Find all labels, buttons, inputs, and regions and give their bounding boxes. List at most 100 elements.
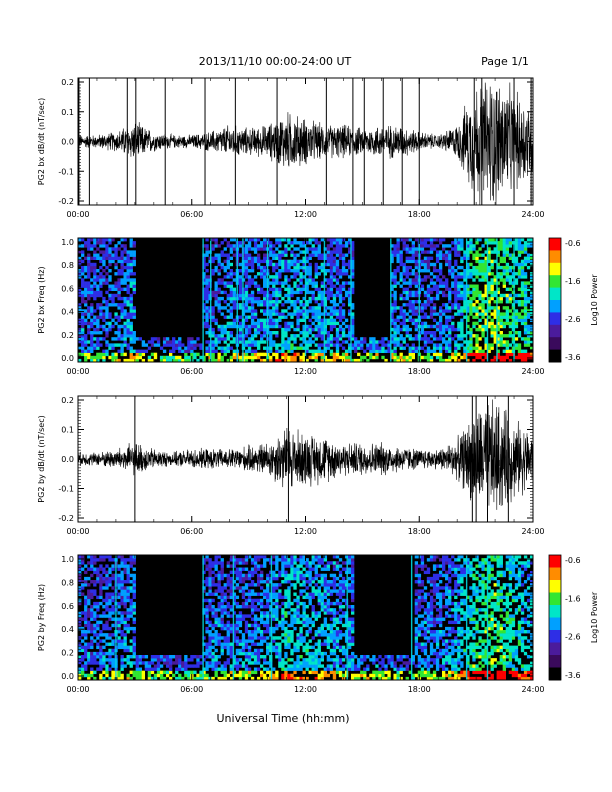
heatmap-cell <box>87 247 91 251</box>
heatmap-cell <box>402 324 406 329</box>
heatmap-cell <box>108 324 112 329</box>
heatmap-cell <box>272 244 276 248</box>
heatmap-cell <box>235 558 240 562</box>
heatmap-cell <box>305 287 309 291</box>
heatmap-cell <box>344 324 349 329</box>
heatmap-cell <box>247 592 252 596</box>
heatmap-cell <box>287 262 291 267</box>
heatmap-cell <box>241 645 246 650</box>
heatmap-cell <box>469 241 473 245</box>
heatmap-cell <box>269 312 273 316</box>
heatmap-cell <box>232 303 237 307</box>
heatmap-cell <box>247 259 252 264</box>
heatmap-cell <box>205 352 209 357</box>
heatmap-cell <box>96 269 100 273</box>
heatmap-cell <box>226 642 230 646</box>
heatmap-cell <box>256 284 261 288</box>
heatmap-cell <box>402 241 406 245</box>
heatmap-cell <box>484 284 488 288</box>
heatmap-cell <box>202 324 206 329</box>
heatmap-cell <box>108 655 112 659</box>
heatmap-cell <box>496 309 500 313</box>
heatmap-cell <box>266 586 270 590</box>
heatmap-cell <box>229 580 233 584</box>
heatmap-cell <box>290 253 294 257</box>
heatmap-cell <box>211 605 215 609</box>
heatmap-cell <box>120 337 124 341</box>
heatmap-cell <box>132 256 136 260</box>
heatmap-cell <box>523 244 528 248</box>
heatmap-cell <box>117 349 121 353</box>
heatmap-cell <box>302 318 306 322</box>
heatmap-cell <box>393 253 397 257</box>
heatmap-cell <box>457 296 461 301</box>
heatmap-cell <box>260 642 264 646</box>
heatmap-cell <box>111 658 115 662</box>
heatmap-cell <box>293 340 297 344</box>
heatmap-cell <box>223 611 227 615</box>
heatmap-cell <box>132 670 136 675</box>
heatmap-cell <box>102 664 106 668</box>
heatmap-cell <box>247 256 252 260</box>
heatmap-cell <box>123 296 127 301</box>
heatmap-cell <box>232 244 237 248</box>
heatmap-cell <box>162 349 167 353</box>
heatmap-cell <box>290 303 294 307</box>
heatmap-cell <box>520 318 525 322</box>
heatmap-cell <box>90 567 94 571</box>
heatmap-cell <box>135 667 139 671</box>
heatmap-cell <box>99 241 103 245</box>
heatmap-cell <box>405 293 409 298</box>
heatmap-cell <box>214 670 218 675</box>
heatmap-cell <box>250 309 255 313</box>
heatmap-cell <box>490 259 494 264</box>
heatmap-cell <box>438 312 443 316</box>
heatmap-cell <box>244 576 249 581</box>
heatmap-cell <box>463 250 467 254</box>
heatmap-cell <box>514 262 519 267</box>
heatmap-cell <box>102 296 106 301</box>
heatmap-cell <box>323 272 328 276</box>
heatmap-cell <box>475 241 479 245</box>
heatmap-cell <box>272 284 276 288</box>
heatmap-cell <box>111 324 115 329</box>
heatmap-cell <box>272 589 276 593</box>
heatmap-cell <box>81 250 85 254</box>
heatmap-cell <box>514 238 519 242</box>
heatmap-cell <box>250 670 255 675</box>
heatmap-cell <box>144 343 149 347</box>
heatmap-cell <box>411 309 415 313</box>
heatmap-cell <box>260 265 264 270</box>
heatmap-cell <box>108 555 112 559</box>
heatmap-cell <box>105 555 109 559</box>
heatmap-cell <box>117 567 121 571</box>
heatmap-cell <box>520 293 525 298</box>
heatmap-cell <box>338 253 343 257</box>
heatmap-cell <box>523 262 528 267</box>
heatmap-cell <box>393 284 397 288</box>
heatmap-cell <box>369 352 373 357</box>
heatmap-cell <box>347 334 352 338</box>
heatmap-cell <box>120 564 124 568</box>
heatmap-cell <box>214 303 218 307</box>
heatmap-cell <box>217 608 221 612</box>
heatmap-cell <box>299 250 303 254</box>
heatmap-cell <box>81 244 85 248</box>
heatmap-cell <box>293 262 297 267</box>
heatmap-cell <box>202 290 206 295</box>
heatmap-cell <box>457 287 461 291</box>
heatmap-cell <box>344 244 349 248</box>
heatmap-cell <box>244 598 249 603</box>
heatmap-cell <box>272 256 276 260</box>
heatmap-cell <box>338 312 343 316</box>
heatmap-cell <box>205 315 209 319</box>
heatmap-cell <box>147 664 152 668</box>
heatmap-cell <box>247 284 252 288</box>
heatmap-cell <box>408 349 412 353</box>
heatmap-cell <box>263 256 267 260</box>
colorbar-tick-label: -2.6 <box>565 315 581 324</box>
heatmap-cell <box>217 661 221 665</box>
heatmap-cell <box>205 555 209 559</box>
heatmap-cell <box>93 238 97 242</box>
heatmap-cell <box>90 265 94 270</box>
